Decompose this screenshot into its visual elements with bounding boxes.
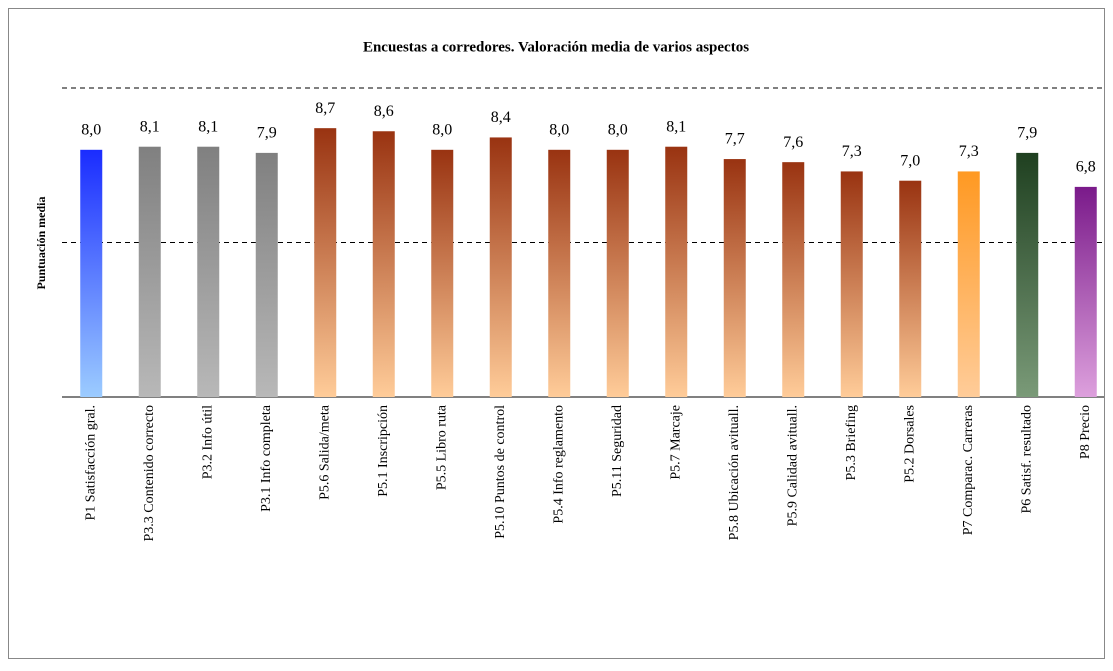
value-label: 7,9 (257, 125, 277, 142)
x-tick-label: P5.8 Ubicación avituall. (727, 405, 742, 540)
bar (899, 180, 922, 397)
value-label: 8,0 (549, 121, 569, 138)
bar (723, 159, 746, 397)
bar (606, 149, 629, 397)
x-tick-label: P5.6 Salida/meta (317, 404, 332, 500)
x-tick-label: P5.7 Marcaje (668, 405, 683, 480)
bar (255, 152, 278, 397)
value-label: 8,1 (140, 118, 160, 135)
x-tick-label: P5.3 Briefing (844, 405, 859, 480)
x-tick-label: P5.11 Seguridad (610, 405, 625, 497)
x-tick-label: P1 Satisfacción gral. (83, 405, 98, 520)
bar (138, 146, 161, 397)
value-label: 8,4 (491, 109, 511, 126)
x-tick-label: P5.9 Calidad avituall. (785, 405, 800, 526)
bar (431, 149, 454, 397)
value-label: 8,1 (666, 118, 686, 135)
bar (957, 171, 980, 397)
x-tick-label: P3.2 Info útil (200, 405, 215, 479)
value-label: 8,0 (81, 121, 101, 138)
x-tick-label: P5.2 Dorsales (902, 405, 917, 483)
value-label: 7,6 (783, 134, 803, 151)
value-label: 8,0 (432, 121, 452, 138)
x-tick-label: P5.10 Puntos de control (493, 405, 508, 539)
bar (314, 128, 337, 398)
bar (197, 146, 220, 397)
value-label: 6,8 (1076, 159, 1096, 176)
bar (1016, 152, 1039, 397)
x-tick-label: P3.3 Contenido correcto (142, 405, 157, 541)
value-label: 7,0 (900, 152, 920, 169)
bar (840, 171, 863, 397)
chart-title: Encuestas a corredores. Valoración media… (363, 39, 749, 55)
value-label: 8,7 (315, 100, 335, 117)
x-tick-label: P5.1 Inscripción (376, 405, 391, 497)
bar (372, 131, 395, 397)
value-label: 7,3 (842, 143, 862, 160)
x-tick-label: P5.5 Libro ruta (434, 404, 449, 490)
y-axis-label: Puntuación media (34, 196, 48, 289)
value-label: 8,6 (374, 103, 394, 120)
value-label: 8,1 (198, 118, 218, 135)
value-label: 7,9 (1017, 125, 1037, 142)
bar (489, 137, 512, 397)
bar (80, 149, 103, 397)
value-label: 7,3 (959, 143, 979, 160)
bar (548, 149, 571, 397)
x-tick-label: P8 Precio (1078, 405, 1093, 459)
x-tick-label: P3.1 Info completa (259, 404, 274, 512)
x-tick-label: P6 Satisf. resultado (1019, 405, 1034, 514)
bar (665, 146, 688, 397)
value-label: 8,0 (608, 121, 628, 138)
bar (782, 162, 805, 397)
bar (1074, 186, 1097, 397)
value-label: 7,7 (725, 131, 745, 148)
x-tick-label: P5.4 Info reglamento (551, 405, 566, 524)
x-tick-label: P7 Comparac. Carreras (961, 405, 976, 535)
